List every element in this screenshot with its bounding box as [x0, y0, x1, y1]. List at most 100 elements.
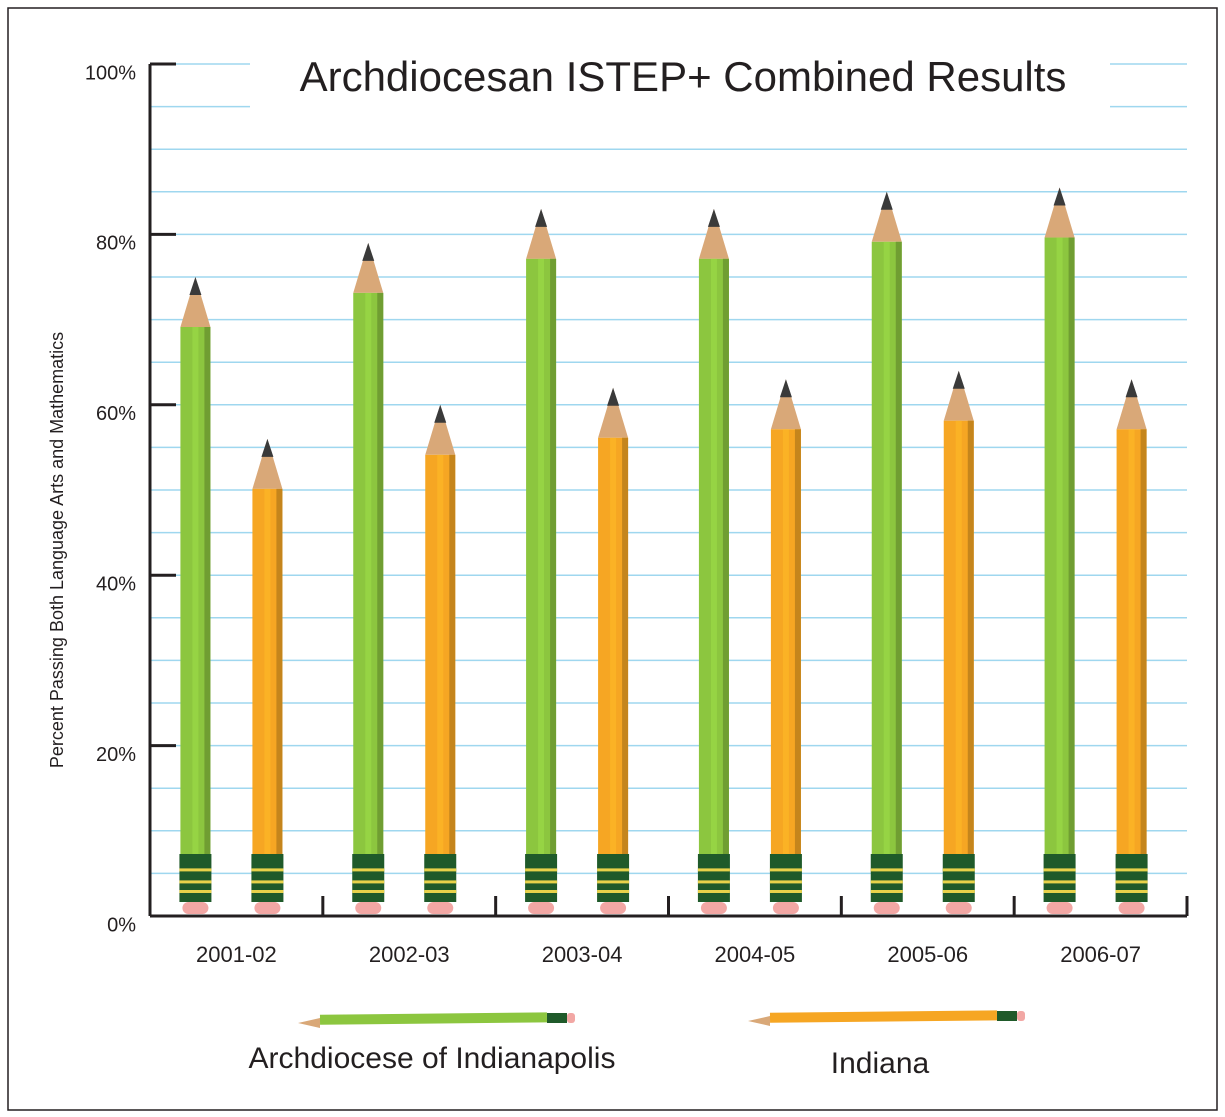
legend-pencil-ferrule [547, 1013, 567, 1023]
ferrule-band [251, 868, 283, 871]
pencil-ferrule [597, 854, 629, 902]
ferrule-band [251, 880, 283, 883]
pencil-edge [968, 421, 974, 854]
pencil-edge [204, 327, 210, 854]
ferrule-band [179, 880, 211, 883]
pencil-stripe [884, 242, 890, 854]
pencil-eraser [427, 902, 453, 914]
ferrule-band [525, 890, 557, 893]
pencil-ferrule [943, 854, 975, 902]
pencil-ferrule [1044, 854, 1076, 902]
pencil-edge [723, 259, 729, 854]
x-tick-label: 2001-02 [196, 942, 277, 967]
pencil-stripe [1129, 429, 1135, 854]
x-tick-label: 2003-04 [542, 942, 623, 967]
legend-pencil-body [320, 1012, 547, 1024]
pencil-eraser [355, 902, 381, 914]
ferrule-band [1044, 880, 1076, 883]
pencil-lead [881, 192, 893, 210]
marks [179, 188, 1147, 914]
ferrule-band [943, 880, 975, 883]
pencil-lead [708, 209, 720, 227]
legend-pencil-ferrule [997, 1011, 1017, 1021]
pencil-ferrule [179, 854, 211, 902]
x-tick-label: 2002-03 [369, 942, 450, 967]
pencil-edge [1141, 429, 1147, 854]
y-axis-label: Percent Passing Both Language Arts and M… [47, 332, 67, 768]
ferrule-band [597, 880, 629, 883]
ferrule-band [1116, 890, 1148, 893]
pencil-lead [607, 388, 619, 406]
ferrule-band [871, 880, 903, 883]
pencil-lead [953, 371, 965, 389]
y-tick-label: 60% [96, 403, 136, 425]
pencil-eraser [701, 902, 727, 914]
pencil-edge [795, 429, 801, 854]
pencil-edge [449, 455, 455, 854]
y-tick-label: 20% [96, 744, 136, 766]
pencil-edge [276, 489, 282, 854]
pencil-lead [535, 209, 547, 227]
pencil-lead [189, 277, 201, 295]
pencil-stripe [365, 293, 371, 854]
pencil-eraser [600, 902, 626, 914]
pencil-stripe [264, 489, 270, 854]
pencil-stripe [192, 327, 198, 854]
ferrule-band [1044, 890, 1076, 893]
page: {"chart_data": {"type": "bar", "title": … [0, 0, 1225, 1117]
pencil-ferrule [698, 854, 730, 902]
pencil-lead [1054, 188, 1066, 206]
legend-pencil-tip [298, 1018, 320, 1028]
legend-label: Indiana [831, 1047, 930, 1080]
pencil-eraser [254, 902, 280, 914]
pencil-lead [362, 243, 374, 261]
legend-pencil-eraser [567, 1013, 575, 1023]
pencil-eraser [1047, 902, 1073, 914]
pencil-eraser [773, 902, 799, 914]
pencil-edge [1069, 238, 1075, 854]
ferrule-band [352, 890, 384, 893]
ferrule-band [424, 880, 456, 883]
ferrule-band [352, 880, 384, 883]
pencil-edge [550, 259, 556, 854]
ferrule-band [179, 868, 211, 871]
legend-pencil-eraser [1017, 1011, 1025, 1021]
ferrule-band [770, 868, 802, 871]
ferrule-band [770, 880, 802, 883]
pencil-ferrule [352, 854, 384, 902]
y-tick-label: 100% [85, 62, 136, 84]
pencil-ferrule [770, 854, 802, 902]
legend-label: Archdiocese of Indianapolis [249, 1042, 616, 1075]
pencil-stripe [538, 259, 544, 854]
y-tick-label: 80% [96, 233, 136, 255]
ferrule-band [871, 868, 903, 871]
pencil-edge [622, 438, 628, 854]
grid [150, 64, 1187, 916]
pencil-lead [434, 405, 446, 423]
x-tick-label: 2004-05 [715, 942, 796, 967]
legend-pencil-body [770, 1010, 997, 1022]
pencil-lead [780, 379, 792, 397]
pencil-ferrule [251, 854, 283, 902]
ferrule-band [352, 868, 384, 871]
x-tick-label: 2005-06 [887, 942, 968, 967]
pencil-stripe [610, 438, 616, 854]
ferrule-band [871, 890, 903, 893]
ferrule-band [1116, 868, 1148, 871]
pencil-stripe [437, 455, 443, 854]
pencil-ferrule [525, 854, 557, 902]
ferrule-band [770, 890, 802, 893]
pencil-ferrule [871, 854, 903, 902]
ferrule-band [698, 868, 730, 871]
ferrule-band [424, 890, 456, 893]
pencil-edge [377, 293, 383, 854]
x-tick-label: 2006-07 [1060, 942, 1141, 967]
ferrule-band [179, 890, 211, 893]
legend-pencil-tip [748, 1016, 770, 1026]
ferrule-band [525, 868, 557, 871]
pencil-eraser [182, 902, 208, 914]
pencil-edge [896, 242, 902, 854]
ferrule-band [1116, 880, 1148, 883]
ferrule-band [597, 890, 629, 893]
chart-title: Archdiocesan ISTEP+ Combined Results [300, 53, 1067, 100]
